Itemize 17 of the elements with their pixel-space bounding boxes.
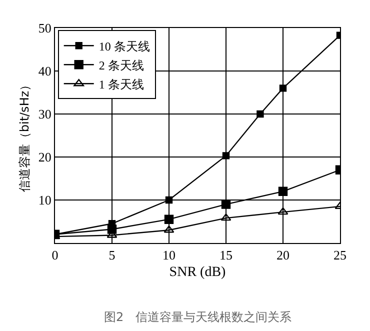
y-tick-label: 30 — [38, 106, 52, 122]
x-axis-title: SNR (dB) — [169, 264, 226, 280]
x-tick-label: 15 — [220, 248, 232, 263]
caption: 图2 信道容量与天线根数之间关系 — [104, 310, 292, 324]
legend-label: 10 条天线 — [98, 39, 150, 54]
y-tick-label: 40 — [38, 64, 52, 79]
x-tick-label: 20 — [276, 248, 290, 263]
x-tick-label: 10 — [162, 248, 176, 263]
x-tick-label: 25 — [334, 248, 346, 263]
legend-label: 2 条天线 — [98, 58, 144, 72]
y-tick-label: 50 — [38, 20, 52, 36]
x-tick-label: 5 — [108, 248, 116, 263]
y-axis-title: 信道容量（bit/sHz） — [18, 78, 32, 192]
x-tick-label: 0 — [52, 248, 58, 263]
y-tick-label: 10 — [38, 192, 52, 208]
y-tick-label: 20 — [38, 150, 52, 165]
legend-label: 1 条天线 — [98, 77, 144, 92]
